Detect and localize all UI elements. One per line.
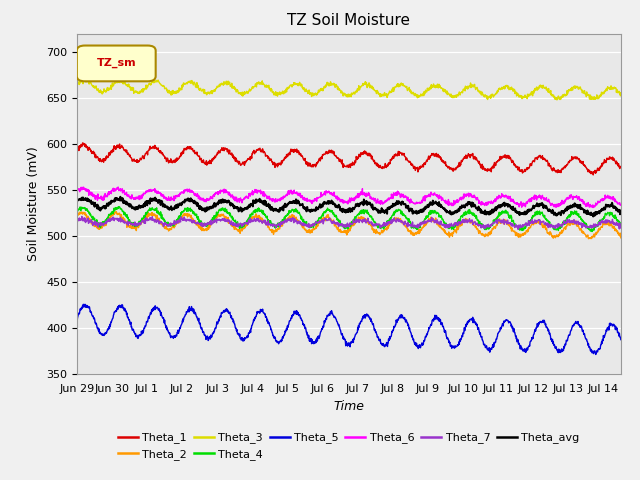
Theta_5	[73, 316, 81, 322]
Theta_6	[138, 192, 145, 198]
Theta_4	[325, 207, 333, 213]
Theta_2	[115, 210, 123, 216]
Theta_2	[73, 210, 81, 216]
Theta_3	[553, 97, 561, 103]
Theta_3	[383, 91, 390, 96]
Theta_avg	[325, 199, 333, 204]
Line: Theta_3: Theta_3	[77, 79, 621, 100]
FancyBboxPatch shape	[77, 46, 156, 81]
Theta_7	[325, 216, 333, 221]
Theta_1	[325, 147, 333, 153]
Theta_avg	[304, 207, 312, 213]
Line: Theta_4: Theta_4	[77, 207, 621, 231]
Theta_avg	[589, 214, 597, 219]
Theta_4	[304, 222, 312, 228]
Title: TZ Soil Moisture: TZ Soil Moisture	[287, 13, 410, 28]
Theta_5	[138, 328, 145, 334]
Theta_5	[304, 333, 312, 339]
Theta_5	[115, 302, 123, 308]
Theta_2	[383, 227, 390, 233]
Theta_4	[115, 204, 123, 210]
Theta_7	[78, 214, 86, 219]
Theta_5	[79, 301, 87, 307]
Theta_2	[617, 235, 625, 240]
Theta_2	[304, 229, 312, 235]
Theta_3	[138, 87, 145, 93]
Theta_4	[383, 221, 390, 227]
Theta_1	[73, 149, 81, 155]
Theta_7	[316, 218, 323, 224]
Line: Theta_6: Theta_6	[77, 187, 621, 207]
Theta_1	[138, 156, 145, 162]
Theta_avg	[115, 197, 123, 203]
Theta_7	[73, 215, 81, 221]
Theta_3	[78, 76, 86, 82]
X-axis label: Time: Time	[333, 400, 364, 413]
Theta_4	[115, 204, 123, 210]
Theta_1	[383, 162, 390, 168]
Theta_6	[73, 187, 81, 192]
Theta_avg	[116, 194, 124, 200]
Theta_3	[73, 83, 81, 89]
Theta_1	[316, 156, 323, 162]
Theta_avg	[617, 211, 625, 217]
Theta_2	[138, 220, 145, 226]
Theta_3	[304, 91, 312, 96]
Theta_5	[592, 351, 600, 357]
Legend: Theta_1, Theta_2, Theta_3, Theta_4, Theta_5, Theta_6, Theta_7, Theta_avg: Theta_1, Theta_2, Theta_3, Theta_4, Thet…	[113, 428, 584, 464]
Theta_4	[588, 228, 596, 234]
Line: Theta_7: Theta_7	[77, 216, 621, 229]
Theta_7	[115, 216, 123, 222]
Theta_1	[79, 140, 87, 146]
Line: Theta_1: Theta_1	[77, 143, 621, 175]
Theta_2	[325, 215, 333, 220]
Text: TZ_sm: TZ_sm	[97, 58, 136, 68]
Theta_avg	[73, 197, 81, 203]
Theta_7	[515, 227, 522, 232]
Line: Theta_5: Theta_5	[77, 304, 621, 354]
Theta_4	[138, 218, 145, 224]
Line: Theta_2: Theta_2	[77, 212, 621, 239]
Theta_2	[112, 209, 120, 215]
Theta_avg	[138, 204, 145, 210]
Y-axis label: Soil Moisture (mV): Soil Moisture (mV)	[28, 146, 40, 262]
Theta_5	[383, 340, 390, 346]
Theta_avg	[383, 208, 390, 214]
Theta_1	[115, 144, 123, 149]
Theta_6	[617, 202, 625, 208]
Theta_3	[617, 92, 625, 97]
Theta_3	[316, 89, 323, 95]
Theta_2	[316, 218, 323, 224]
Theta_1	[589, 172, 597, 178]
Theta_7	[617, 225, 625, 231]
Theta_6	[304, 198, 312, 204]
Theta_4	[73, 209, 81, 215]
Theta_3	[115, 80, 123, 85]
Theta_7	[304, 223, 312, 228]
Theta_7	[383, 222, 390, 228]
Theta_5	[316, 335, 323, 340]
Theta_7	[138, 219, 145, 225]
Theta_avg	[316, 204, 323, 209]
Line: Theta_avg: Theta_avg	[77, 197, 621, 216]
Theta_3	[325, 83, 333, 89]
Theta_6	[383, 198, 390, 204]
Theta_6	[115, 184, 122, 190]
Theta_1	[617, 164, 625, 169]
Theta_5	[617, 337, 625, 343]
Theta_6	[589, 204, 597, 210]
Theta_1	[304, 163, 312, 169]
Theta_5	[325, 311, 333, 317]
Theta_6	[325, 188, 333, 194]
Theta_2	[585, 236, 593, 241]
Theta_6	[115, 187, 123, 193]
Theta_4	[316, 216, 323, 221]
Theta_4	[617, 222, 625, 228]
Theta_6	[316, 194, 323, 200]
